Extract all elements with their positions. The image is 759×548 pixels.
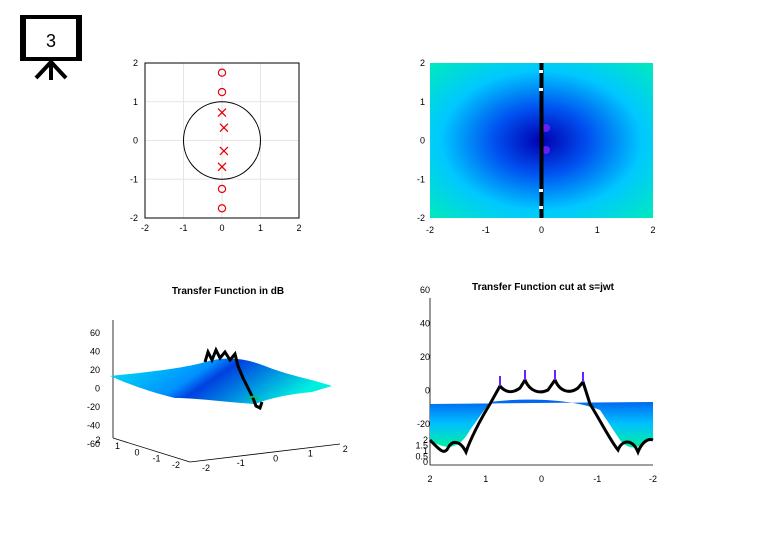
z-tick-label: 20: [90, 365, 100, 375]
y-tick-label: -2: [130, 213, 138, 223]
surface-mesh: [110, 358, 332, 404]
slide-number: 3: [46, 31, 56, 51]
zero-gaps: [539, 70, 543, 209]
x-tick-label: -1: [237, 458, 245, 468]
z-tick-label: 0: [95, 384, 100, 394]
pole-marker: [219, 123, 229, 133]
y-tick-label: 0: [420, 136, 425, 146]
x-tick-label: 2: [296, 223, 301, 233]
cut-surface-band: [430, 399, 653, 448]
y-tick-label: -2: [172, 460, 180, 470]
surface-cut-curve: [203, 346, 264, 411]
x-tick-label: 1: [483, 474, 488, 484]
pole-zero-ticks: -2 -1 0 1 2 2 1 0 -1 -2: [130, 58, 302, 233]
z-tick-label: 40: [90, 347, 100, 357]
pole-zero-chart: -2 -1 0 1 2 2 1 0 -1 -2: [130, 58, 302, 233]
z-tick-label: 0: [425, 386, 430, 396]
y-tick-label: 1: [423, 446, 428, 456]
y-tick-label: 1.5: [415, 441, 428, 451]
zero-marker: [217, 68, 227, 77]
x-tick-label: 1: [595, 225, 600, 235]
y-tick-label: 0: [134, 447, 139, 457]
zero-marker: [217, 184, 227, 194]
z-tick-label: -20: [87, 402, 100, 412]
x-tick-label: 1: [258, 223, 263, 233]
surface-zero-dip: [247, 395, 259, 401]
pole-marker: [217, 162, 227, 172]
x-tick-label: -1: [482, 225, 490, 235]
x-tick-label: 0: [539, 225, 544, 235]
surface-3d-chart: Transfer Function in dB 6040200-20-40-60…: [87, 286, 348, 473]
x-tick-label: 2: [427, 474, 432, 484]
x-tick-label: 2: [343, 444, 348, 454]
x-tick-label: 0: [273, 453, 278, 463]
surface-axes: [112, 320, 341, 463]
y-tick-label: -1: [152, 454, 160, 464]
presentation-board-icon: 3: [20, 15, 82, 80]
y-tick-label: -1: [417, 174, 425, 184]
magnitude-map-ticks: -2 -1 0 1 2 2 1 0 -1 -2: [417, 58, 656, 235]
y-tick-label: 2: [133, 58, 138, 68]
z-tick-label: -20: [417, 419, 430, 429]
zero-marker: [217, 87, 227, 97]
y-tick-label: 1: [420, 97, 425, 107]
y-tick-label: 0: [423, 457, 428, 467]
x-tick-label: -1: [179, 223, 187, 233]
y-tick-label: 2: [420, 58, 425, 68]
pole-marker: [217, 108, 227, 118]
cut-magnitude-curve: [428, 376, 654, 456]
x-tick-label: -2: [202, 463, 210, 473]
cut-title: Transfer Function cut at s=jwt: [472, 282, 615, 293]
magnitude-map-chart: -2 -1 0 1 2 2 1 0 -1 -2: [417, 58, 656, 235]
z-tick-label: 60: [420, 285, 430, 295]
z-tick-label: 40: [420, 319, 430, 329]
y-tick-label: 2: [95, 435, 100, 445]
y-tick-label: -2: [417, 213, 425, 223]
z-tick-label: -40: [87, 421, 100, 431]
pole-zero-markers: [217, 68, 229, 213]
cut-peaks: [499, 370, 584, 386]
y-tick-label: 0.5: [415, 452, 428, 462]
pole-zero-grid: [144, 62, 300, 219]
z-tick-label: 60: [90, 328, 100, 338]
y-tick-label: 2: [423, 435, 428, 445]
x-tick-label: 2: [650, 225, 655, 235]
surface-title: Transfer Function in dB: [172, 286, 284, 297]
cut-axes: [429, 298, 653, 466]
y-tick-label: 0: [133, 136, 138, 146]
jw-cut-chart: Transfer Function cut at s=jwt 6040200-2…: [415, 282, 657, 484]
unit-circle: [183, 101, 261, 180]
x-tick-label: -2: [649, 474, 657, 484]
x-tick-label: 0: [539, 474, 544, 484]
y-tick-label: -1: [130, 174, 138, 184]
x-tick-label: -1: [593, 474, 601, 484]
z-tick-label: 20: [420, 352, 430, 362]
x-tick-label: 1: [308, 449, 313, 459]
y-tick-label: 1: [133, 97, 138, 107]
pole-zero-frame: [144, 62, 300, 219]
pole-marker: [219, 146, 229, 156]
y-tick-label: 1: [115, 441, 120, 451]
z-tick-label: -60: [87, 439, 100, 449]
x-tick-label: 0: [219, 223, 224, 233]
zero-marker: [217, 204, 227, 213]
pole-hotspots: [542, 124, 550, 154]
x-tick-label: -2: [426, 225, 434, 235]
x-tick-label: -2: [141, 223, 149, 233]
